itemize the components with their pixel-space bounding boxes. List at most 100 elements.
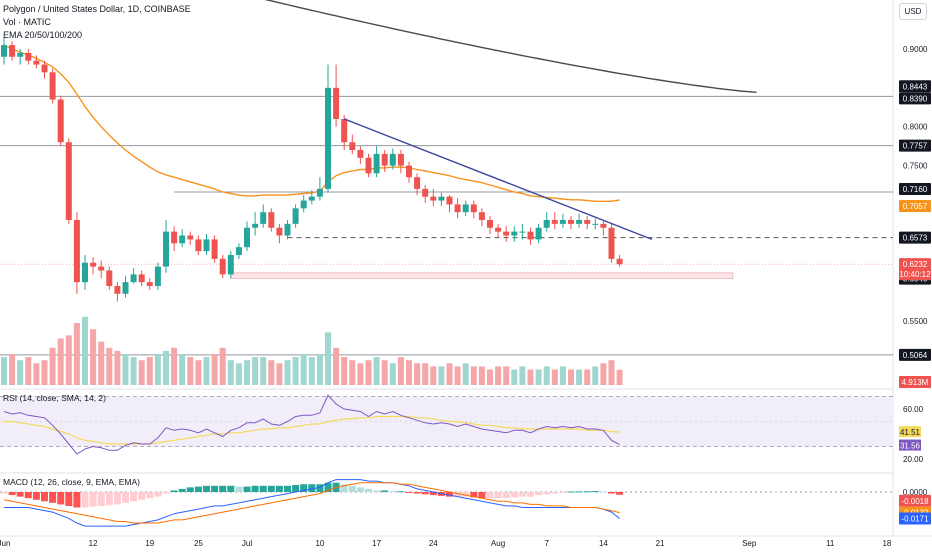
- macd-histogram-bar: [348, 485, 356, 492]
- candle-body: [341, 118, 348, 143]
- volume-bar: [592, 366, 599, 385]
- macd-histogram-bar: [356, 487, 364, 492]
- symbol-title: Polygon / United States Dollar, 1D, COIN…: [3, 4, 191, 14]
- volume-bar: [349, 360, 356, 385]
- price-tick-label: 0.9000: [903, 45, 928, 54]
- macd-histogram-bar: [599, 491, 607, 493]
- price-tick-label: 0.5500: [903, 317, 928, 326]
- macd-histogram-bar: [543, 492, 551, 495]
- candle-body: [438, 196, 445, 201]
- volume-bar: [365, 360, 372, 385]
- candle-body: [616, 258, 623, 265]
- candle-body: [600, 223, 607, 228]
- candle-body: [171, 231, 178, 244]
- candle-body: [495, 227, 502, 232]
- price-tag-bg: [899, 199, 931, 212]
- volume-bar: [163, 350, 169, 385]
- macd-histogram-bar: [591, 491, 599, 493]
- currency-button[interactable]: USD: [899, 3, 927, 20]
- macd-histogram-bar: [275, 485, 283, 492]
- macd-histogram-bar: [510, 492, 518, 498]
- rsi-line: [3, 394, 620, 455]
- price-tick-label: 0.8000: [903, 123, 928, 132]
- macd-histogram-bar: [454, 492, 462, 497]
- volume-bar: [608, 360, 615, 385]
- volume-bar: [316, 354, 323, 385]
- volume-bar: [41, 360, 48, 385]
- volume-bar: [300, 354, 307, 385]
- volume-bar: [138, 360, 145, 385]
- volume-bar: [535, 369, 542, 385]
- macd-histogram-bar: [324, 482, 332, 492]
- price-tag-bg: [899, 182, 931, 195]
- trendline: [343, 118, 653, 241]
- volume-bar: [576, 369, 583, 385]
- rsi-ma-tag: 41.51: [900, 428, 921, 437]
- price-tag: 0.7057: [903, 202, 928, 211]
- volume-bar: [527, 369, 534, 385]
- candle-body: [90, 262, 97, 267]
- volume-bar: [478, 366, 485, 385]
- candle-body: [284, 223, 291, 236]
- volume-bar: [114, 350, 121, 385]
- candle-body: [446, 196, 453, 205]
- macd-histogram-bar: [178, 488, 186, 492]
- time-tick-label: 21: [656, 539, 665, 548]
- candle-body: [381, 153, 388, 166]
- candle-body: [316, 188, 323, 197]
- candle-body: [9, 45, 16, 57]
- macd-histogram-bar: [397, 491, 405, 493]
- price-tag-bg: [899, 92, 931, 105]
- macd-tag: 0.0000: [903, 488, 928, 497]
- volume-bar: [422, 363, 429, 385]
- volume-bar: [357, 363, 364, 385]
- volume-bar: [82, 316, 88, 385]
- macd-histogram-bar: [227, 485, 235, 492]
- countdown-label: 10:40:12: [899, 270, 931, 279]
- macd-tag-bg: [899, 494, 931, 507]
- time-tick-label: 14: [599, 539, 608, 548]
- volume-bar: [1, 357, 7, 385]
- candle-body: [235, 247, 242, 255]
- volume-tag: 4.913M: [902, 378, 929, 387]
- candle-body: [260, 212, 267, 224]
- macd-histogram-bar: [478, 492, 486, 499]
- volume-bar: [543, 366, 550, 385]
- rsi-tick-label: 20.00: [903, 455, 924, 464]
- candle-body: [487, 219, 493, 228]
- candle-body: [1, 45, 7, 57]
- macd-histogram-bar: [608, 492, 615, 494]
- macd-histogram-bar: [194, 486, 202, 492]
- candle-body: [422, 188, 429, 197]
- volume-bar: [430, 366, 437, 385]
- macd-histogram-bar: [365, 488, 372, 492]
- support-zone: [230, 272, 734, 279]
- candle-body: [65, 142, 72, 220]
- candle-body: [454, 204, 461, 213]
- volume-bar: [235, 363, 242, 385]
- rsi-tag-bg: [899, 439, 921, 451]
- time-tick-label: 10: [315, 539, 324, 548]
- ema200-line: [264, 0, 757, 93]
- volume-bar: [227, 360, 234, 385]
- macd-histogram-bar: [259, 485, 267, 492]
- candle-body: [397, 153, 404, 166]
- macd-histogram-bar: [567, 491, 575, 493]
- macd-histogram-bar: [130, 492, 138, 502]
- volume-bar: [487, 369, 493, 385]
- macd-histogram-bar: [73, 492, 81, 508]
- volume-bar: [65, 335, 72, 385]
- volume-bar: [33, 363, 40, 385]
- volume-bar: [406, 360, 412, 385]
- candle-body: [300, 200, 307, 209]
- candle-body: [478, 212, 485, 220]
- macd-histogram-bar: [16, 492, 24, 497]
- price-tag: 0.7160: [903, 185, 928, 194]
- candle-body: [219, 258, 226, 275]
- candle-body: [146, 282, 153, 287]
- volume-bar: [106, 347, 113, 385]
- time-tick-label: 18: [882, 539, 891, 548]
- candle-body: [25, 52, 32, 61]
